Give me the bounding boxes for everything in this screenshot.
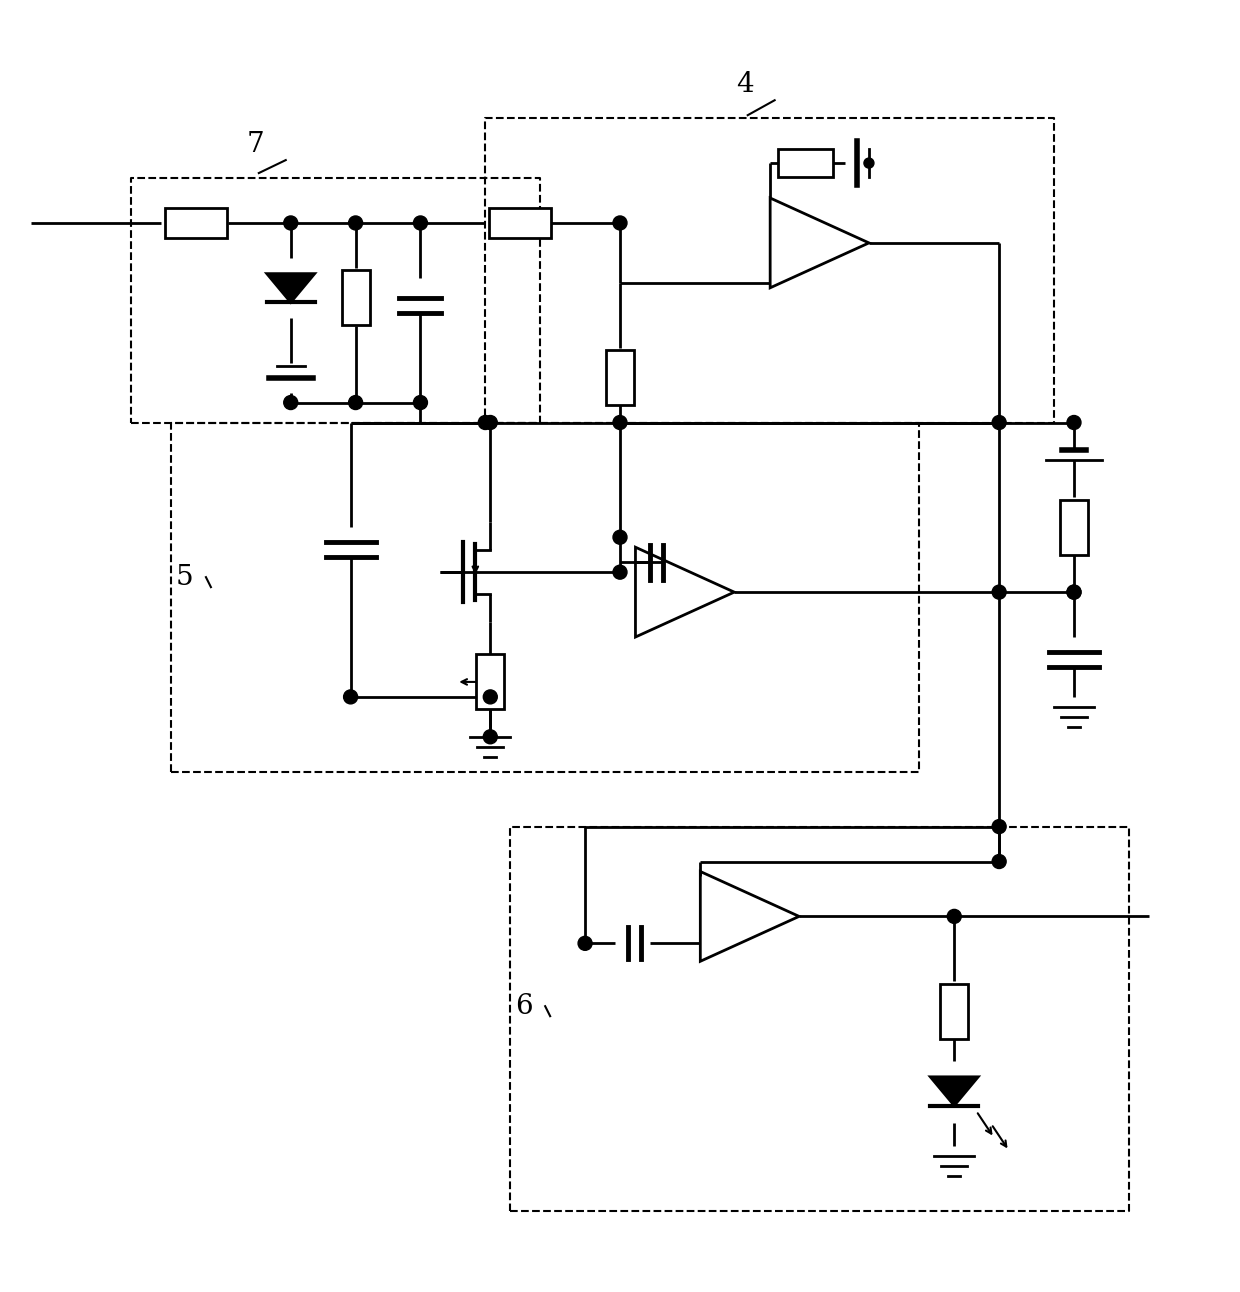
- Circle shape: [613, 565, 627, 579]
- Circle shape: [484, 730, 497, 744]
- Circle shape: [864, 158, 874, 168]
- Circle shape: [343, 690, 357, 704]
- Bar: [490, 208, 551, 238]
- Bar: [606, 350, 634, 404]
- Bar: [165, 208, 227, 238]
- Text: 7: 7: [247, 130, 264, 158]
- Circle shape: [992, 416, 1006, 429]
- Circle shape: [484, 416, 497, 429]
- Circle shape: [1066, 585, 1081, 599]
- Circle shape: [284, 395, 298, 410]
- Polygon shape: [267, 274, 315, 302]
- Polygon shape: [930, 1076, 978, 1106]
- Circle shape: [413, 216, 428, 230]
- Circle shape: [992, 585, 1006, 599]
- Circle shape: [1066, 416, 1081, 429]
- Circle shape: [484, 690, 497, 704]
- Text: 6: 6: [516, 992, 533, 1019]
- Bar: [476, 655, 505, 709]
- Circle shape: [348, 395, 362, 410]
- Circle shape: [348, 216, 362, 230]
- Circle shape: [578, 937, 591, 951]
- Circle shape: [613, 216, 627, 230]
- Circle shape: [413, 395, 428, 410]
- Bar: [940, 983, 968, 1039]
- Circle shape: [1066, 585, 1081, 599]
- Circle shape: [613, 530, 627, 544]
- Text: 4: 4: [735, 71, 754, 98]
- Bar: [1060, 500, 1087, 554]
- Circle shape: [479, 416, 492, 429]
- Circle shape: [947, 910, 961, 924]
- Circle shape: [284, 216, 298, 230]
- Circle shape: [613, 416, 627, 429]
- Bar: [777, 149, 832, 177]
- Text: 5: 5: [176, 563, 193, 590]
- Circle shape: [992, 819, 1006, 833]
- Circle shape: [992, 854, 1006, 868]
- Bar: [342, 270, 370, 326]
